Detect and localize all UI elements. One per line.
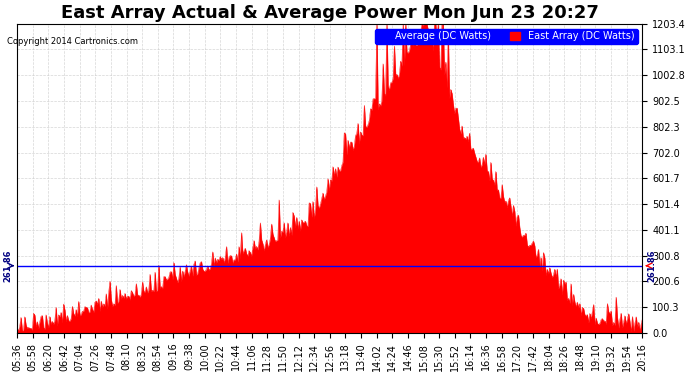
Title: East Array Actual & Average Power Mon Jun 23 20:27: East Array Actual & Average Power Mon Ju… bbox=[61, 4, 599, 22]
Text: 261.86: 261.86 bbox=[647, 249, 656, 282]
Legend: Average (DC Watts), East Array (DC Watts): Average (DC Watts), East Array (DC Watts… bbox=[375, 28, 638, 44]
Text: 261.86: 261.86 bbox=[3, 249, 12, 282]
Text: Copyright 2014 Cartronics.com: Copyright 2014 Cartronics.com bbox=[7, 38, 138, 46]
